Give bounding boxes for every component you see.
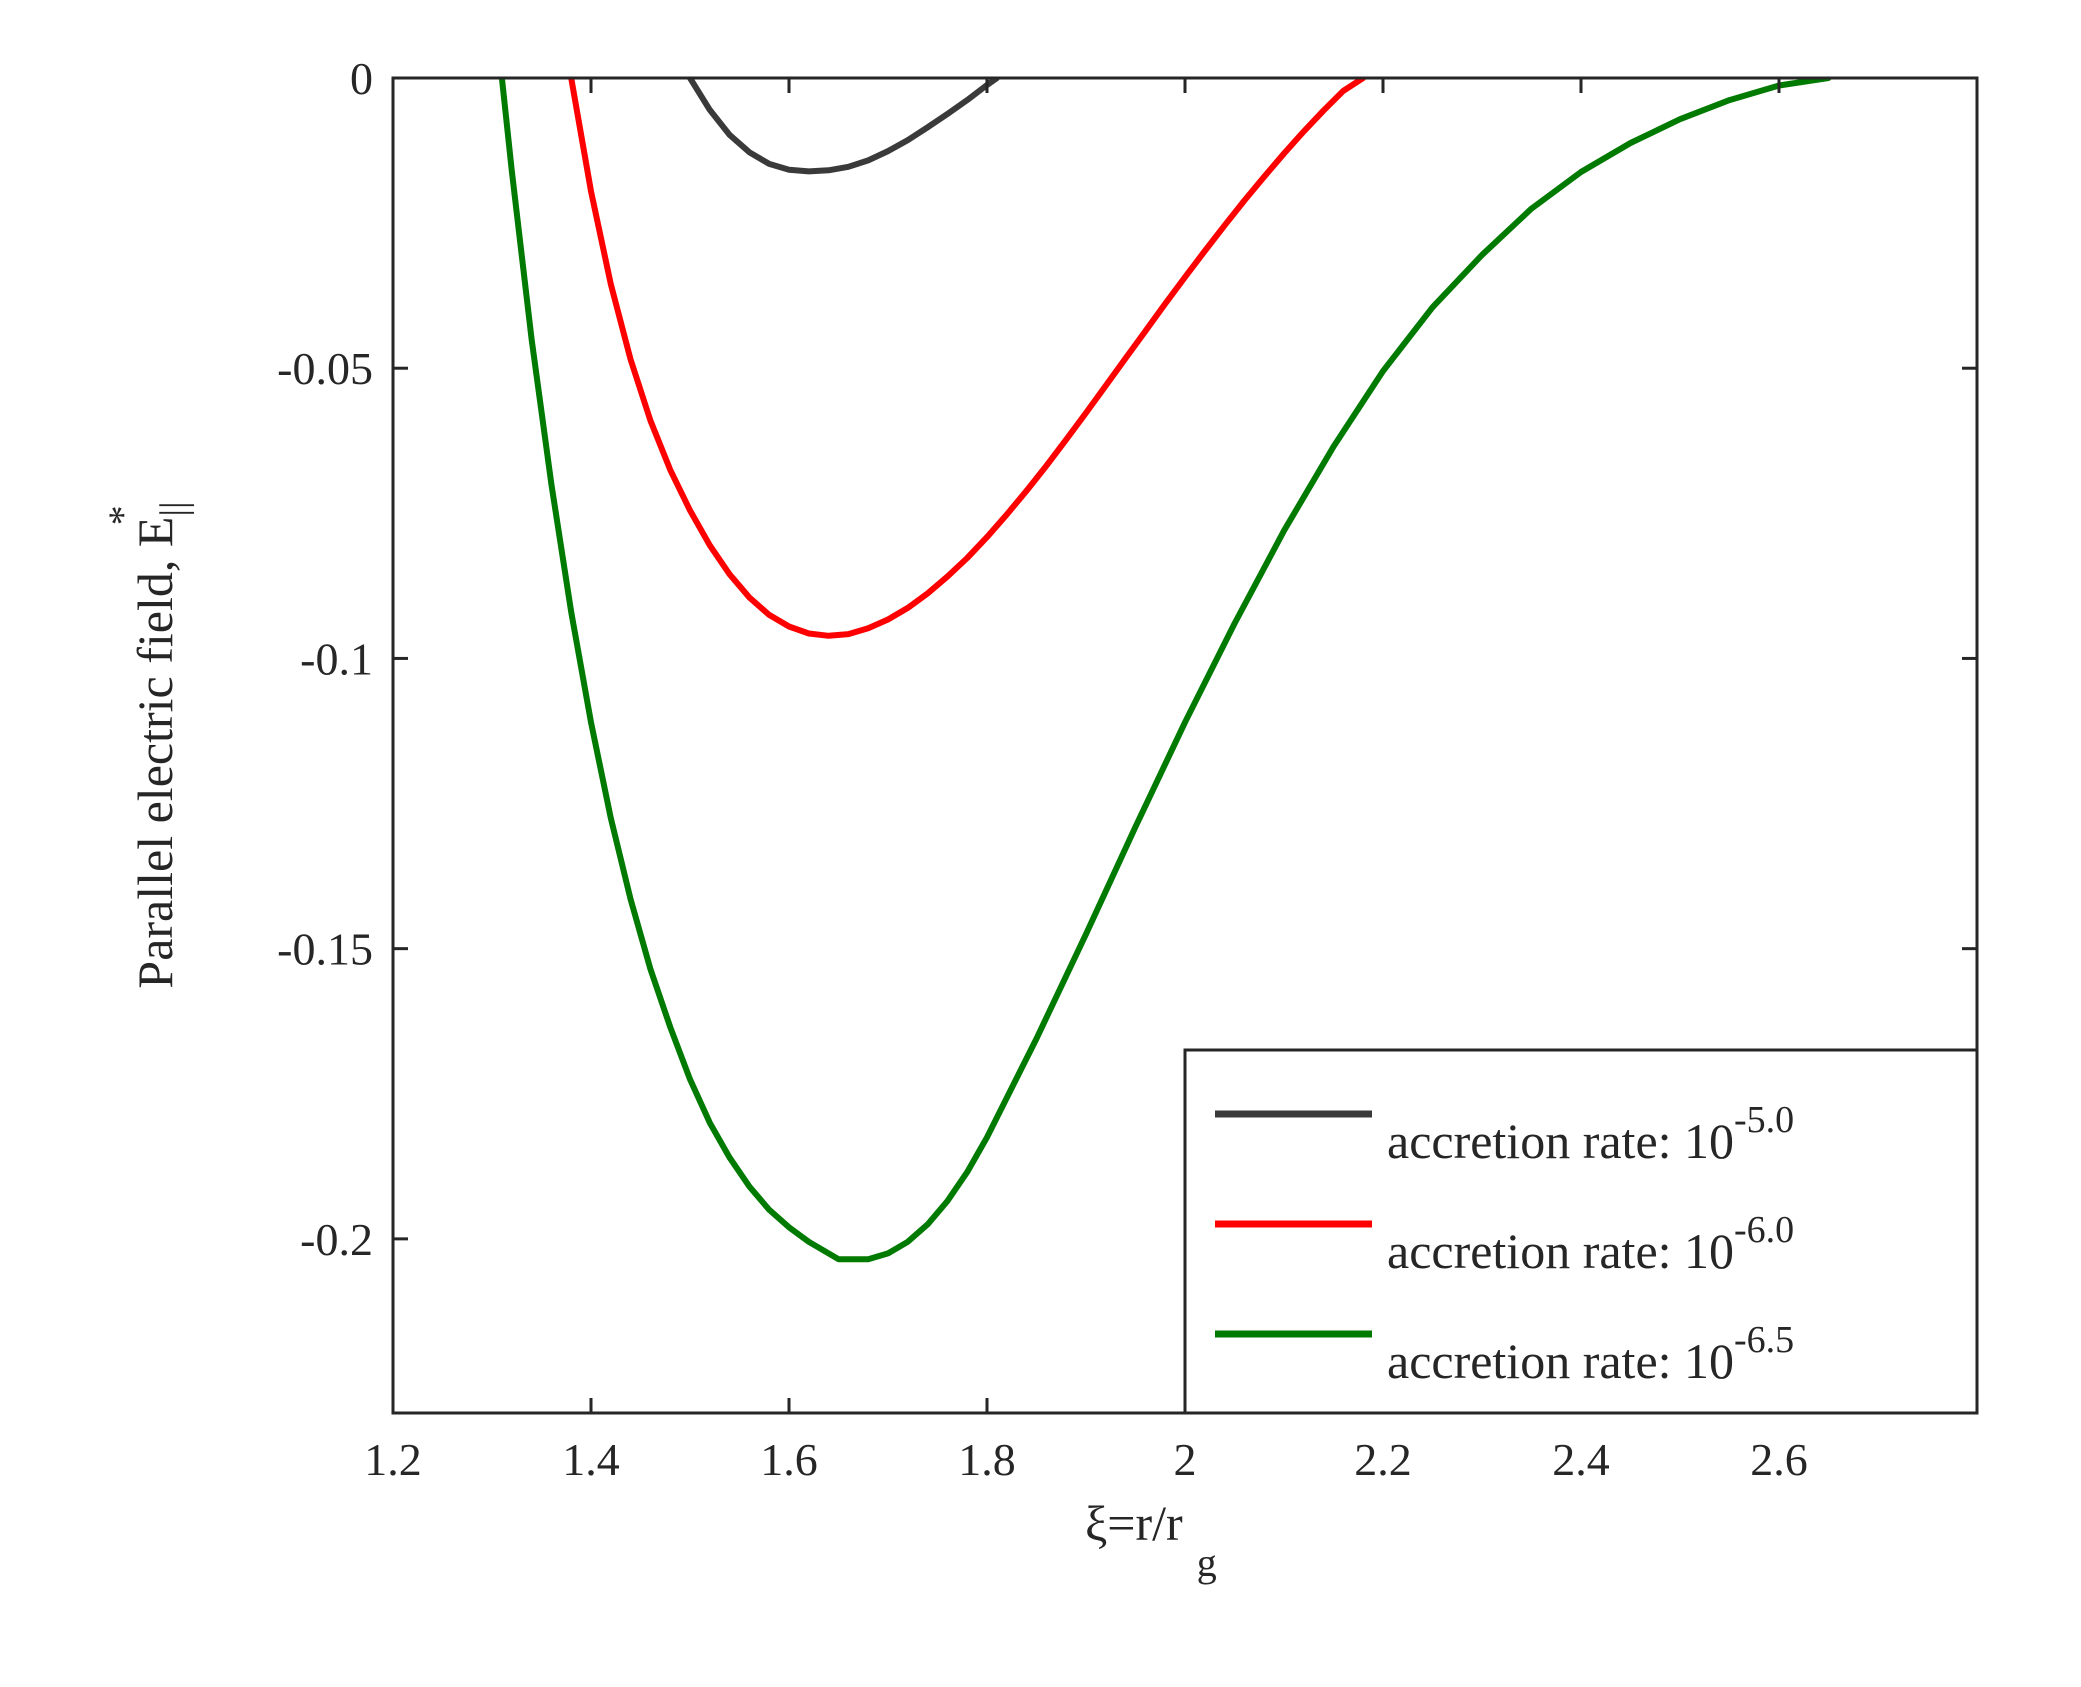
y-tick-label: -0.15 xyxy=(277,924,373,975)
series-line-1 xyxy=(687,78,1000,175)
series-layer xyxy=(498,78,1832,1263)
legend-exponent-1: -5.0 xyxy=(1734,1099,1794,1141)
x-tick-label: 1.6 xyxy=(760,1434,818,1485)
x-axis-title-subscript: g xyxy=(1197,1540,1217,1585)
x-tick-label: 1.8 xyxy=(958,1434,1016,1485)
x-tick-label: 2.4 xyxy=(1552,1434,1610,1485)
axes-layer: 1.2 1.4 1.6 1.8 2 2.2 2.4 2.6 0 -0.05 -0.1 -0.15 -0.… xyxy=(277,53,1979,1485)
x-tick-label: 1.2 xyxy=(364,1434,422,1485)
x-tick-label: 1.4 xyxy=(562,1434,620,1485)
y-tick-label: -0.05 xyxy=(277,343,373,394)
legend-exponent-3: -6.5 xyxy=(1734,1319,1794,1361)
y-axis-title-subscript: || xyxy=(153,501,195,516)
legend-exponent-2: -6.0 xyxy=(1734,1209,1794,1251)
y-tick-label: -0.2 xyxy=(300,1214,373,1265)
series-line-2 xyxy=(568,78,1367,639)
x-tick-label: 2.6 xyxy=(1750,1434,1808,1485)
y-axis-title-superscript: * xyxy=(100,505,145,525)
y-tick-label: 0 xyxy=(350,53,373,104)
x-tick-label: 2.2 xyxy=(1354,1434,1412,1485)
y-tick-label: -0.1 xyxy=(300,633,373,684)
x-tick-label: 2 xyxy=(1174,1434,1197,1485)
series-line-3 xyxy=(498,78,1832,1263)
